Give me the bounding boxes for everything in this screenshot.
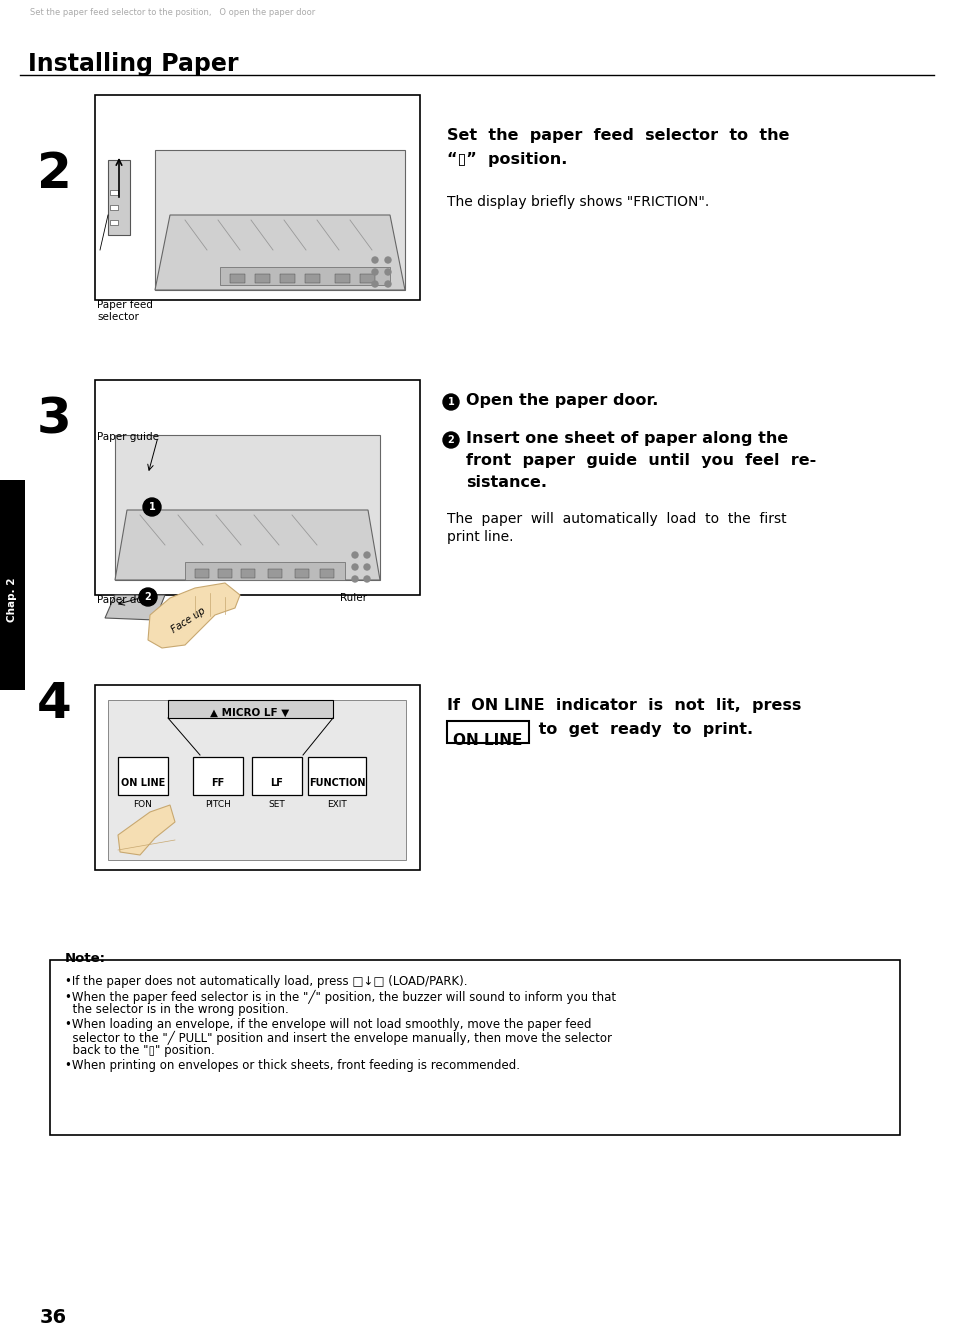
Text: If  ON LINE  indicator  is  not  lit,  press: If ON LINE indicator is not lit, press bbox=[447, 698, 801, 713]
Text: Face up: Face up bbox=[170, 605, 208, 635]
Circle shape bbox=[385, 257, 391, 263]
Bar bbox=[0, 480, 25, 690]
Text: Paper door: Paper door bbox=[97, 595, 153, 605]
Text: SET: SET bbox=[269, 800, 285, 809]
Polygon shape bbox=[115, 511, 379, 580]
Text: ON LINE: ON LINE bbox=[121, 778, 165, 788]
Text: FF: FF bbox=[212, 778, 224, 788]
Text: Note:: Note: bbox=[65, 952, 106, 965]
Bar bbox=[254, 275, 270, 283]
Bar bbox=[110, 220, 118, 225]
Circle shape bbox=[364, 552, 370, 559]
Text: 2: 2 bbox=[37, 151, 71, 199]
Text: Installing Paper: Installing Paper bbox=[28, 52, 238, 76]
Text: Set the paper feed selector to the position,   O open the paper door: Set the paper feed selector to the posit… bbox=[30, 8, 314, 17]
Text: •If the paper does not automatically load, press □↓□ (LOAD/PARK).: •If the paper does not automatically loa… bbox=[65, 974, 467, 988]
Text: Ruler: Ruler bbox=[339, 593, 367, 603]
Bar bbox=[154, 151, 405, 291]
Text: “▯”  position.: “▯” position. bbox=[447, 152, 567, 167]
Text: Open the paper door.: Open the paper door. bbox=[465, 393, 658, 408]
Bar bbox=[95, 380, 419, 595]
Bar bbox=[50, 960, 899, 1134]
Bar bbox=[268, 569, 282, 579]
Text: 4: 4 bbox=[37, 680, 71, 728]
Circle shape bbox=[372, 281, 377, 287]
Circle shape bbox=[385, 269, 391, 275]
Text: Set  the  paper  feed  selector  to  the: Set the paper feed selector to the bbox=[447, 128, 789, 143]
Text: Paper guide: Paper guide bbox=[97, 432, 159, 443]
Circle shape bbox=[372, 269, 377, 275]
Bar bbox=[241, 569, 254, 579]
Bar bbox=[447, 721, 529, 742]
Text: The  paper  will  automatically  load  to  the  first: The paper will automatically load to the… bbox=[447, 512, 786, 527]
Text: Setup: Setup bbox=[7, 652, 17, 688]
Bar bbox=[110, 205, 118, 211]
Text: front  paper  guide  until  you  feel  re-: front paper guide until you feel re- bbox=[465, 453, 816, 468]
Text: EXIT: EXIT bbox=[327, 800, 347, 809]
Bar bbox=[359, 275, 375, 283]
Circle shape bbox=[352, 576, 357, 583]
Text: LF: LF bbox=[271, 778, 283, 788]
Bar bbox=[308, 757, 366, 794]
Bar bbox=[185, 563, 345, 580]
Bar bbox=[115, 435, 379, 580]
Text: Insert one sheet of paper along the: Insert one sheet of paper along the bbox=[465, 431, 787, 447]
Text: FON: FON bbox=[133, 800, 152, 809]
Bar bbox=[319, 569, 334, 579]
Text: 3: 3 bbox=[37, 395, 71, 443]
Text: Chap. 2: Chap. 2 bbox=[7, 577, 17, 623]
Bar bbox=[335, 275, 350, 283]
Bar bbox=[118, 757, 168, 794]
Text: •When printing on envelopes or thick sheets, front feeding is recommended.: •When printing on envelopes or thick she… bbox=[65, 1058, 519, 1072]
Text: back to the "▯" position.: back to the "▯" position. bbox=[65, 1044, 214, 1057]
Bar bbox=[305, 275, 319, 283]
Text: sistance.: sistance. bbox=[465, 475, 546, 491]
Bar bbox=[252, 757, 302, 794]
Bar bbox=[108, 160, 130, 235]
Text: •When the paper feed selector is in the "╱" position, the buzzer will sound to i: •When the paper feed selector is in the … bbox=[65, 990, 616, 1004]
Bar bbox=[280, 275, 294, 283]
Text: 36: 36 bbox=[40, 1308, 67, 1326]
Polygon shape bbox=[148, 583, 240, 648]
Text: Paper feed
selector: Paper feed selector bbox=[97, 300, 152, 323]
Text: print line.: print line. bbox=[447, 531, 513, 544]
Text: 1: 1 bbox=[149, 503, 155, 512]
Bar bbox=[220, 267, 390, 285]
Bar bbox=[95, 685, 419, 870]
Bar bbox=[193, 757, 243, 794]
Circle shape bbox=[372, 257, 377, 263]
Bar bbox=[108, 700, 406, 860]
Text: selector to the "╱ PULL" position and insert the envelope manually, then move th: selector to the "╱ PULL" position and in… bbox=[65, 1030, 612, 1045]
Circle shape bbox=[364, 576, 370, 583]
Text: 2: 2 bbox=[447, 435, 454, 445]
Polygon shape bbox=[118, 805, 174, 854]
Bar bbox=[194, 569, 209, 579]
Text: the selector is in the wrong position.: the selector is in the wrong position. bbox=[65, 1002, 289, 1016]
Bar bbox=[230, 275, 245, 283]
Circle shape bbox=[442, 432, 458, 448]
Text: ON LINE: ON LINE bbox=[453, 733, 522, 748]
Polygon shape bbox=[105, 595, 165, 620]
Text: PITCH: PITCH bbox=[205, 800, 231, 809]
Circle shape bbox=[385, 281, 391, 287]
Text: FUNCTION: FUNCTION bbox=[309, 778, 365, 788]
Text: 1: 1 bbox=[447, 397, 454, 407]
Bar bbox=[218, 569, 232, 579]
Text: to  get  ready  to  print.: to get ready to print. bbox=[533, 722, 752, 737]
Bar bbox=[110, 191, 118, 195]
Polygon shape bbox=[154, 215, 405, 291]
Circle shape bbox=[139, 588, 157, 607]
Circle shape bbox=[352, 552, 357, 559]
Text: 2: 2 bbox=[145, 592, 152, 603]
Circle shape bbox=[364, 564, 370, 571]
Circle shape bbox=[442, 395, 458, 411]
Circle shape bbox=[352, 564, 357, 571]
Text: ▲ MICRO LF ▼: ▲ MICRO LF ▼ bbox=[211, 708, 290, 718]
Text: The display briefly shows "FRICTION".: The display briefly shows "FRICTION". bbox=[447, 195, 708, 209]
Bar bbox=[294, 569, 309, 579]
Bar bbox=[95, 95, 419, 300]
Text: •When loading an envelope, if the envelope will not load smoothly, move the pape: •When loading an envelope, if the envelo… bbox=[65, 1018, 591, 1030]
Bar bbox=[168, 700, 333, 718]
Circle shape bbox=[143, 499, 161, 516]
